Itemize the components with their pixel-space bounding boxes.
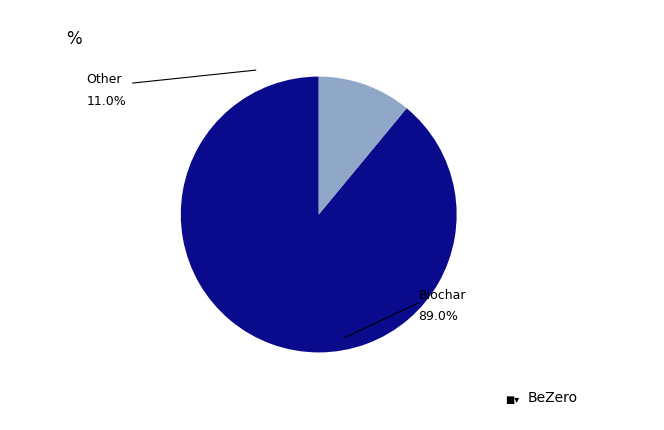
- Wedge shape: [319, 77, 406, 215]
- Text: ■▾: ■▾: [505, 394, 519, 404]
- Text: BeZero: BeZero: [528, 390, 578, 404]
- Text: Other: Other: [86, 73, 122, 86]
- Wedge shape: [181, 77, 457, 353]
- Text: 11.0%: 11.0%: [86, 95, 126, 108]
- Text: %: %: [66, 30, 82, 48]
- Text: Biochar: Biochar: [418, 288, 466, 301]
- Text: 89.0%: 89.0%: [418, 310, 458, 322]
